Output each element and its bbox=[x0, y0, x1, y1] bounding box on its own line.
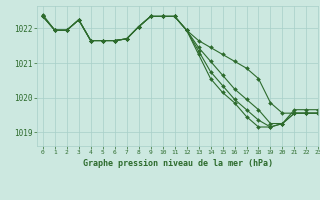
X-axis label: Graphe pression niveau de la mer (hPa): Graphe pression niveau de la mer (hPa) bbox=[83, 159, 273, 168]
